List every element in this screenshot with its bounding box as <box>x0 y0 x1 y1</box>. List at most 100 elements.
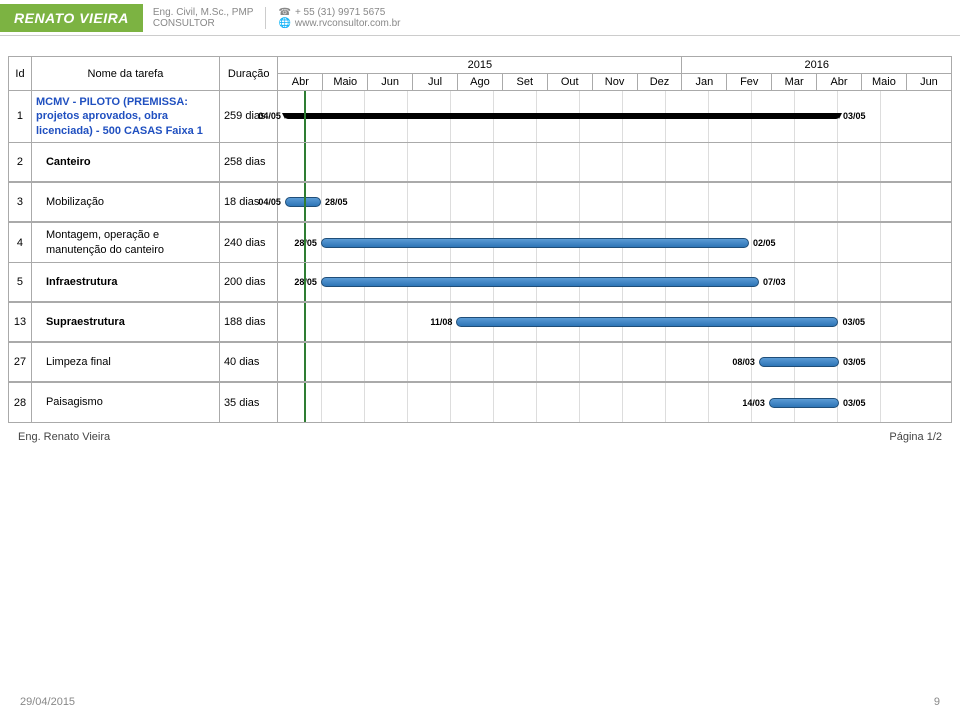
today-line <box>304 143 306 182</box>
col-header-id: Id <box>9 57 32 91</box>
task-bar <box>285 197 321 207</box>
month-header: Abr <box>278 74 323 91</box>
month-header: Set <box>502 74 547 91</box>
page-footer: 29/04/2015 9 <box>0 696 960 708</box>
task-row: 2Canteiro258 dias <box>9 142 952 182</box>
gantt-bar: 28/0507/03 <box>294 275 785 289</box>
task-bar-cell: 28/0507/03 <box>278 262 952 302</box>
task-bar <box>769 398 839 408</box>
year-2016: 2016 <box>682 57 952 74</box>
month-header: Jul <box>413 74 458 91</box>
task-duration: 240 dias <box>219 222 277 262</box>
task-name: Montagem, operação e manutenção do cante… <box>31 222 219 262</box>
chart-footer-right: Página 1/2 <box>889 431 942 443</box>
task-bar <box>456 317 838 327</box>
task-id: 4 <box>9 222 32 262</box>
task-bar-cell: 04/0503/05 <box>278 91 952 143</box>
month-header: Jan <box>682 74 727 91</box>
task-bar <box>321 277 759 287</box>
task-name: Supraestrutura <box>31 302 219 342</box>
bar-start-label: 11/08 <box>430 317 452 327</box>
task-duration: 188 dias <box>219 302 277 342</box>
task-bar <box>321 238 749 248</box>
month-header: Fev <box>727 74 772 91</box>
task-row: 13Supraestrutura188 dias11/0803/05 <box>9 302 952 342</box>
bar-end-label: 28/05 <box>325 197 348 207</box>
task-bar-cell: 04/0528/05 <box>278 182 952 222</box>
phone-icon: ☎ <box>278 7 290 18</box>
page-header: RENATO VIEIRA Eng. Civil, M.Sc., PMP CON… <box>0 0 960 36</box>
today-line <box>304 223 306 262</box>
bar-end-label: 03/05 <box>843 398 866 408</box>
header-url: www.rvconsultor.com.br <box>295 18 401 29</box>
bar-start-label: 04/05 <box>258 111 281 121</box>
globe-icon: 🌐 <box>278 18 290 29</box>
header-subtitle2: CONSULTOR <box>153 18 254 29</box>
task-row: 27Limpeza final40 dias08/0303/05 <box>9 342 952 382</box>
today-line <box>304 303 306 341</box>
task-bar-cell <box>278 142 952 182</box>
task-duration: 40 dias <box>219 342 277 382</box>
task-name: Mobilização <box>31 182 219 222</box>
bar-start-label: 14/03 <box>742 398 765 408</box>
month-header: Out <box>547 74 592 91</box>
task-bar-cell: 11/08 03/05 <box>278 302 952 342</box>
footer-date: 29/04/2015 <box>20 696 75 708</box>
month-header: Jun <box>368 74 413 91</box>
task-bar <box>759 357 839 367</box>
month-header: Mar <box>772 74 817 91</box>
task-bar-cell: 28/0502/05 <box>278 222 952 262</box>
today-line <box>304 183 306 221</box>
task-duration: 258 dias <box>219 142 277 182</box>
gantt-bar: 11/08 03/05 <box>430 315 865 329</box>
footer-page: 9 <box>934 696 940 708</box>
gantt-bar: 14/03 03/05 <box>742 396 865 410</box>
task-id: 3 <box>9 182 32 222</box>
task-id: 2 <box>9 142 32 182</box>
chart-footer: Eng. Renato Vieira Página 1/2 <box>8 423 952 451</box>
gantt-table: Id Nome da tarefa Duração 2015 2016 AbrM… <box>8 56 952 423</box>
task-row: 1MCMV - PILOTO (PREMISSA: projetos aprov… <box>9 91 952 143</box>
month-header: Ago <box>457 74 502 91</box>
header-subtitle1: Eng. Civil, M.Sc., PMP <box>153 7 254 18</box>
task-name: Canteiro <box>31 142 219 182</box>
chart-footer-left: Eng. Renato Vieira <box>18 431 110 443</box>
bar-end-label: 02/05 <box>753 238 776 248</box>
task-row: 4Montagem, operação e manutenção do cant… <box>9 222 952 262</box>
task-id: 28 <box>9 382 32 422</box>
header-info: Eng. Civil, M.Sc., PMP CONSULTOR ☎ + 55 (… <box>153 7 401 29</box>
bar-end-label: 07/03 <box>763 277 786 287</box>
gantt-container: Id Nome da tarefa Duração 2015 2016 AbrM… <box>0 36 960 451</box>
today-line <box>304 91 306 142</box>
month-header: Nov <box>592 74 637 91</box>
month-header: Maio <box>861 74 906 91</box>
summary-bar <box>285 113 839 119</box>
month-header: Abr <box>817 74 862 91</box>
task-id: 1 <box>9 91 32 143</box>
month-header: Dez <box>637 74 682 91</box>
bar-start-label: 08/03 <box>732 357 755 367</box>
today-line <box>304 263 306 302</box>
task-bar-cell: 08/03 03/05 <box>278 342 952 382</box>
task-name: Limpeza final <box>31 342 219 382</box>
task-name: Paisagismo <box>31 382 219 422</box>
year-2015: 2015 <box>278 57 682 74</box>
task-bar-cell: 14/03 03/05 <box>278 382 952 422</box>
col-header-dur: Duração <box>219 57 277 91</box>
month-header: Maio <box>323 74 368 91</box>
bar-end-label: 03/05 <box>843 357 866 367</box>
task-row: 28Paisagismo35 dias 14/03 03/05 <box>9 382 952 422</box>
task-duration: 35 dias <box>219 382 277 422</box>
logo: RENATO VIEIRA <box>0 4 143 32</box>
col-header-name: Nome da tarefa <box>31 57 219 91</box>
gantt-bar: 04/0503/05 <box>258 109 865 123</box>
task-id: 5 <box>9 262 32 302</box>
bar-end-label: 03/05 <box>842 317 865 327</box>
bar-start-label: 04/05 <box>258 197 281 207</box>
today-line <box>304 383 306 422</box>
month-header: Jun <box>906 74 951 91</box>
task-row: 5Infraestrutura200 dias28/0507/03 <box>9 262 952 302</box>
gantt-bar: 28/0502/05 <box>294 236 775 250</box>
header-phone: + 55 (31) 9971 5675 <box>295 7 385 18</box>
today-line <box>304 343 306 381</box>
